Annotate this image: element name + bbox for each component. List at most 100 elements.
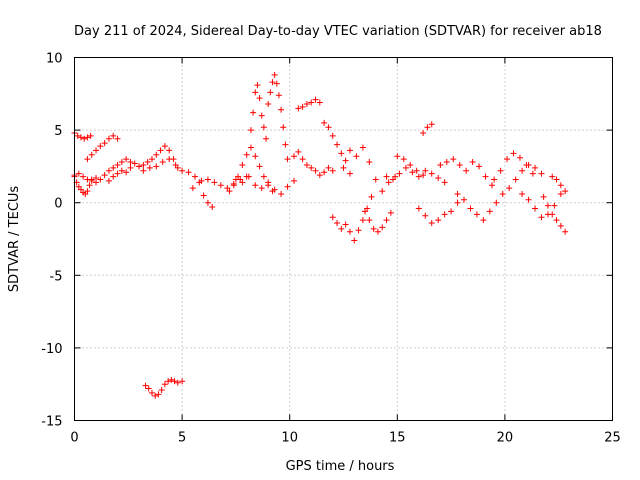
data-point xyxy=(295,105,302,112)
y-tick-label: -15 xyxy=(41,415,62,430)
x-axis-label: GPS time / hours xyxy=(286,459,395,474)
data-point xyxy=(185,169,192,176)
data-point xyxy=(402,164,409,171)
data-point xyxy=(295,148,302,155)
data-point xyxy=(127,159,134,166)
series-arc-25 xyxy=(415,199,461,227)
data-point xyxy=(366,159,373,166)
data-point xyxy=(316,172,323,179)
data-point xyxy=(435,217,442,224)
y-tick-label: -10 xyxy=(41,342,62,357)
data-point xyxy=(334,220,341,227)
data-point xyxy=(110,132,117,139)
grid xyxy=(74,57,613,421)
data-point xyxy=(476,163,483,170)
data-point xyxy=(342,221,349,228)
data-point xyxy=(252,182,259,189)
plot-frame xyxy=(74,57,613,421)
data-point xyxy=(334,141,341,148)
data-point xyxy=(353,153,360,160)
data-point xyxy=(529,170,536,177)
data-point xyxy=(148,156,155,163)
data-point xyxy=(282,141,289,148)
data-point xyxy=(145,385,152,392)
data-point xyxy=(325,124,332,131)
series-arc-22 xyxy=(383,164,448,186)
data-point xyxy=(275,92,282,99)
data-point xyxy=(553,217,560,224)
data-point xyxy=(394,153,401,160)
data-point xyxy=(166,147,173,154)
data-point xyxy=(252,153,259,160)
data-point xyxy=(84,156,91,163)
data-point xyxy=(172,161,179,168)
data-point xyxy=(340,164,347,171)
data-point xyxy=(461,196,468,203)
data-point xyxy=(346,147,353,154)
data-point xyxy=(75,170,82,177)
data-point xyxy=(428,220,435,227)
series-arc-31 xyxy=(540,193,569,235)
series-arc-07 xyxy=(136,143,181,171)
data-point xyxy=(127,164,134,171)
data-point xyxy=(142,382,149,389)
data-point xyxy=(291,177,298,184)
data-point xyxy=(174,379,181,386)
data-point xyxy=(415,173,422,180)
data-point xyxy=(338,150,345,157)
data-point xyxy=(77,134,84,141)
data-point xyxy=(454,199,461,206)
data-point xyxy=(342,157,349,164)
data-point xyxy=(351,237,358,244)
data-point xyxy=(463,167,470,174)
data-point xyxy=(118,159,125,166)
data-point xyxy=(260,124,267,131)
data-point xyxy=(540,193,547,200)
data-point xyxy=(284,156,291,163)
data-point xyxy=(269,79,276,86)
data-point xyxy=(267,89,274,96)
data-point xyxy=(105,177,112,184)
data-point xyxy=(303,161,310,168)
data-point xyxy=(110,164,117,171)
series-arc-20 xyxy=(340,144,399,195)
data-point xyxy=(480,217,487,224)
data-point xyxy=(437,161,444,168)
data-point xyxy=(250,109,257,116)
data-point xyxy=(260,173,267,180)
data-point xyxy=(525,161,532,168)
data-point xyxy=(448,208,455,215)
data-point xyxy=(422,167,429,174)
data-point xyxy=(308,164,315,171)
data-point xyxy=(171,378,178,385)
data-point xyxy=(114,161,121,168)
data-point xyxy=(415,205,422,212)
data-point xyxy=(284,183,291,190)
series-arc-16 xyxy=(295,96,323,112)
series-arc-04 xyxy=(84,132,121,163)
data-point xyxy=(101,172,108,179)
data-point xyxy=(158,387,165,394)
data-point xyxy=(80,173,87,180)
data-point xyxy=(413,167,420,174)
data-point xyxy=(204,176,211,183)
data-point xyxy=(499,190,506,197)
data-point xyxy=(420,172,427,179)
series-arc-23 xyxy=(394,153,427,179)
data-point xyxy=(258,185,265,192)
data-point xyxy=(265,100,272,107)
data-point xyxy=(148,389,155,396)
data-point xyxy=(562,188,569,195)
data-point xyxy=(454,190,461,197)
y-tick-label: 5 xyxy=(54,124,62,139)
data-point xyxy=(81,135,88,142)
data-point xyxy=(387,209,394,216)
data-point xyxy=(549,173,556,180)
data-point xyxy=(370,225,377,232)
data-point xyxy=(504,156,511,163)
data-point xyxy=(368,193,375,200)
data-point xyxy=(473,211,480,218)
data-point xyxy=(254,82,261,89)
series-arc-13 xyxy=(247,82,270,142)
